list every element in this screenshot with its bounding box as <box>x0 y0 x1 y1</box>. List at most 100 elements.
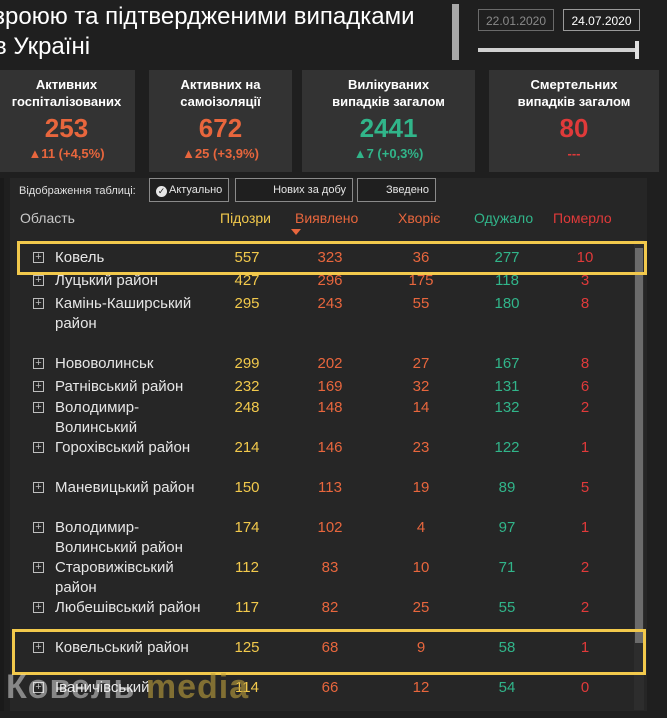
cell-suspected: 125 <box>234 639 260 656</box>
cell-dead: 2 <box>580 399 590 416</box>
card-value: 2441 <box>359 113 418 143</box>
cell-sick: 27 <box>412 355 430 372</box>
cell-suspected: 248 <box>234 399 260 416</box>
regions-table-panel: Відображення таблиці: ✓ Актуально Нових з… <box>10 178 647 711</box>
expand-icon[interactable]: + <box>33 642 44 653</box>
cell-sick: 23 <box>412 439 430 456</box>
card-value: 253 <box>44 113 89 143</box>
col-sick-header[interactable]: Хворіє <box>398 210 441 226</box>
cell-detected: 83 <box>321 559 339 576</box>
card-deaths: Смертельних випадків загалом 80 --- <box>489 70 659 172</box>
cell-dead: 5 <box>580 479 590 496</box>
divider-bar <box>452 4 459 60</box>
card-label: Активних госпіталізованих <box>11 77 122 109</box>
col-dead-header[interactable]: Померло <box>553 210 612 226</box>
cell-detected: 169 <box>317 378 343 395</box>
table-row[interactable]: + Ковель 557 323 36 277 10 <box>10 248 637 268</box>
view-summary-button[interactable]: Зведено <box>357 178 436 202</box>
table-row[interactable]: + Нововолинськ 299 202 27 167 8 <box>10 354 637 374</box>
cell-recovered: 55 <box>498 599 516 616</box>
region-name: Любешівський район <box>55 599 201 616</box>
card-value: 80 <box>559 113 589 143</box>
expand-icon[interactable]: + <box>33 358 44 369</box>
cell-dead: 8 <box>580 295 590 312</box>
cell-detected: 202 <box>317 355 343 372</box>
expand-icon[interactable]: + <box>33 298 44 309</box>
cell-dead: 10 <box>576 249 594 266</box>
region-name: Іваничівський <box>55 679 150 696</box>
cell-dead: 2 <box>580 559 590 576</box>
table-row[interactable]: + Камінь-Каширський район 295 243 55 180 8 <box>10 294 637 354</box>
table-row[interactable]: + Володимир-Волинський район 174 102 4 97 1 <box>10 518 637 558</box>
cell-sick: 10 <box>412 559 430 576</box>
date-slider-handle[interactable] <box>635 41 639 59</box>
page-title: зроюю та підтвердженими випадками в Укра… <box>0 2 445 62</box>
cell-dead: 1 <box>580 639 590 656</box>
expand-icon[interactable]: + <box>33 682 44 693</box>
view-actual-button[interactable]: ✓ Актуально <box>149 178 229 202</box>
table-row[interactable]: + Любешівський район 117 82 25 55 2 <box>10 598 637 638</box>
cell-suspected: 214 <box>234 439 260 456</box>
col-recovered-header[interactable]: Одужало <box>474 210 534 226</box>
expand-icon[interactable]: + <box>33 275 44 286</box>
table-row[interactable]: + Старовижівський район 112 83 10 71 2 <box>10 558 637 598</box>
expand-icon[interactable]: + <box>33 602 44 613</box>
title-line-1: зроюю та підтвердженими випадками <box>0 3 415 30</box>
cell-suspected: 114 <box>235 679 259 696</box>
card-self-isolation: Активних на самоізоляції 672 ▲25 (+3,9%) <box>149 70 292 172</box>
left-edge <box>0 178 4 711</box>
date-range-slider[interactable] <box>478 48 638 52</box>
view-daily-button[interactable]: Нових за добу <box>235 178 353 202</box>
expand-icon[interactable]: + <box>33 252 44 263</box>
cell-recovered: 54 <box>498 679 516 696</box>
view-summary-label: Зведено <box>386 184 429 196</box>
cell-detected: 82 <box>321 599 339 616</box>
expand-icon[interactable]: + <box>33 562 44 573</box>
table-row[interactable]: + Ковельський район 125 68 9 58 1 <box>10 638 637 678</box>
col-suspected-header[interactable]: Підозри <box>220 210 271 226</box>
table-row[interactable]: + Луцький район 427 296 175 118 3 <box>10 271 637 291</box>
col-detected-header[interactable]: Виявлено <box>295 210 359 226</box>
table-row[interactable]: + Володимир-Волинський 248 148 14 132 2 <box>10 398 637 438</box>
expand-icon[interactable]: + <box>33 522 44 533</box>
cell-sick: 14 <box>412 399 430 416</box>
col-region-header[interactable]: Область <box>20 210 75 226</box>
region-name: Ковель <box>55 249 105 266</box>
cell-detected: 146 <box>317 439 343 456</box>
card-label: Вилікуваних випадків загалом <box>332 77 445 109</box>
view-daily-label: Нових за добу <box>273 184 346 196</box>
cell-recovered: 277 <box>494 249 520 266</box>
cell-recovered: 167 <box>494 355 520 372</box>
expand-icon[interactable]: + <box>33 381 44 392</box>
watermark-part1: Ковель <box>6 668 146 706</box>
cell-detected: 113 <box>318 479 342 496</box>
sort-desc-icon[interactable] <box>291 229 301 235</box>
view-label: Відображення таблиці: <box>19 185 136 197</box>
table-row[interactable]: + Ратнівський район 232 169 32 131 6 <box>10 377 637 397</box>
table-row[interactable]: + Горохівський район 214 146 23 122 1 <box>10 438 637 478</box>
region-name: Горохівський район <box>55 439 191 456</box>
cell-recovered: 97 <box>498 519 516 536</box>
table-row[interactable]: + Іваничівський 114 66 12 54 0 <box>10 678 637 718</box>
card-value: 672 <box>198 113 243 143</box>
table-scroll-thumb[interactable] <box>635 248 643 643</box>
cell-detected: 296 <box>317 272 343 289</box>
table-row[interactable]: + Маневицький район 150 113 19 89 5 <box>10 478 637 518</box>
card-delta: --- <box>567 146 581 161</box>
expand-icon[interactable]: + <box>33 482 44 493</box>
cell-dead: 3 <box>580 272 590 289</box>
expand-icon[interactable]: + <box>33 442 44 453</box>
cell-recovered: 71 <box>498 559 516 576</box>
region-name: Ратнівський район <box>55 378 184 395</box>
cell-suspected: 427 <box>234 272 260 289</box>
region-name: Володимир-Волинський район <box>55 519 183 556</box>
expand-icon[interactable]: + <box>33 402 44 413</box>
title-line-2: в Україні <box>0 33 91 60</box>
date-start-field[interactable]: 22.01.2020 <box>478 9 554 31</box>
cell-suspected: 557 <box>234 249 260 266</box>
cell-dead: 1 <box>580 519 590 536</box>
cell-dead: 2 <box>580 599 590 616</box>
date-end-field[interactable]: 24.07.2020 <box>563 9 640 31</box>
watermark-part2: media <box>145 668 250 706</box>
cell-recovered: 118 <box>495 272 519 289</box>
